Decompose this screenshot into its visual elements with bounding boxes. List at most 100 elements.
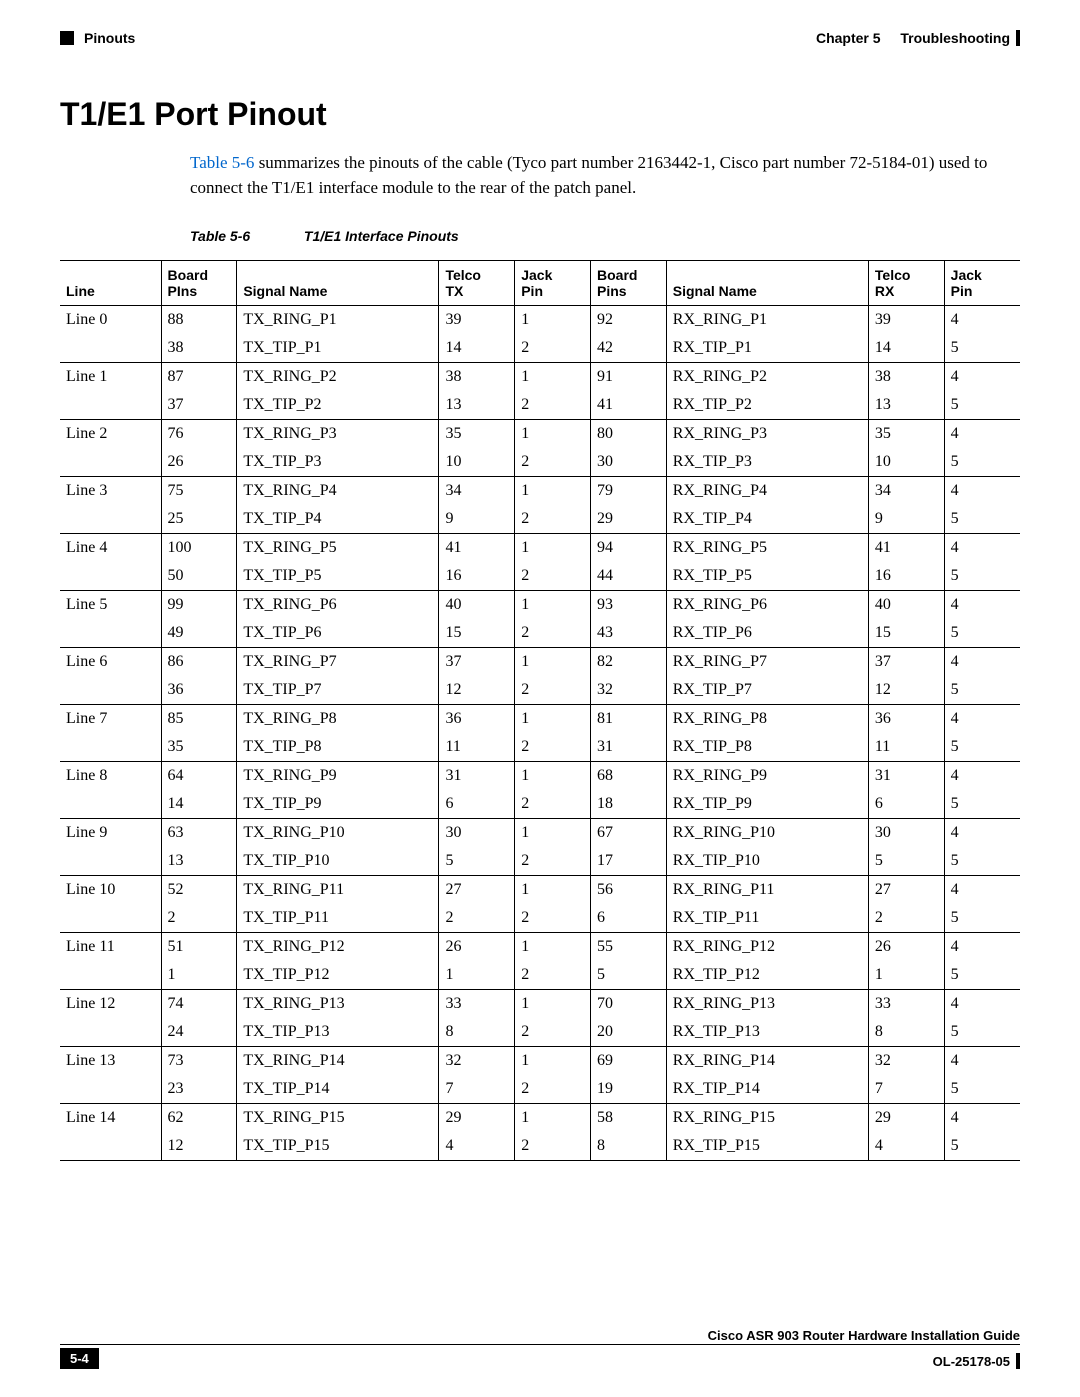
table-row: 50TX_TIP_P516244RX_TIP_P5165 (60, 562, 1020, 591)
table-cell: TX_RING_P4 (237, 477, 439, 506)
table-cell: 62 (161, 1104, 237, 1133)
table-row: 12TX_TIP_P15428RX_TIP_P1545 (60, 1132, 1020, 1161)
table-row: 23TX_TIP_P147219RX_TIP_P1475 (60, 1075, 1020, 1104)
table-cell: 5 (944, 676, 1020, 705)
column-header: JackPin (515, 261, 591, 306)
table-cell: 8 (439, 1018, 515, 1047)
table-cell: Line 4 (60, 534, 161, 563)
table-cell: RX_RING_P3 (666, 420, 868, 449)
table-cell: 1 (515, 705, 591, 734)
table-cell: 99 (161, 591, 237, 620)
table-cell: TX_RING_P10 (237, 819, 439, 848)
table-cell: 33 (868, 990, 944, 1019)
table-cell: 44 (591, 562, 667, 591)
table-cell: 4 (944, 591, 1020, 620)
table-cell: TX_TIP_P2 (237, 391, 439, 420)
table-cell: RX_RING_P5 (666, 534, 868, 563)
column-header: JackPin (944, 261, 1020, 306)
table-cell: 7 (868, 1075, 944, 1104)
table-caption: Table 5-6 T1/E1 Interface Pinouts (60, 228, 1020, 244)
table-row: Line 1274TX_RING_P1333170RX_RING_P13334 (60, 990, 1020, 1019)
table-cell: 30 (439, 819, 515, 848)
table-cell: 8 (868, 1018, 944, 1047)
table-cell: 10 (439, 448, 515, 477)
table-cell: 2 (515, 904, 591, 933)
table-cell: TX_TIP_P14 (237, 1075, 439, 1104)
chapter-label: Chapter 5 (816, 30, 881, 46)
table-cell: TX_RING_P3 (237, 420, 439, 449)
table-cell: 39 (439, 306, 515, 335)
table-cell: 56 (591, 876, 667, 905)
table-cell (60, 619, 161, 648)
chapter-title: Troubleshooting (900, 30, 1010, 46)
table-cell (60, 448, 161, 477)
table-cell: Line 0 (60, 306, 161, 335)
table-cell: 5 (944, 1075, 1020, 1104)
table-cell: 43 (591, 619, 667, 648)
table-cell: 2 (439, 904, 515, 933)
table-cell: TX_TIP_P15 (237, 1132, 439, 1161)
table-cell: 4 (944, 648, 1020, 677)
table-cell: 38 (868, 363, 944, 392)
table-cell: 25 (161, 505, 237, 534)
table-cell: TX_RING_P8 (237, 705, 439, 734)
table-row: Line 4100TX_RING_P541194RX_RING_P5414 (60, 534, 1020, 563)
table-cell: 5 (944, 562, 1020, 591)
table-row: Line 276TX_RING_P335180RX_RING_P3354 (60, 420, 1020, 449)
table-cell: RX_RING_P14 (666, 1047, 868, 1076)
header-row: LineBoardPInsSignal NameTelcoTXJackPinBo… (60, 261, 1020, 306)
table-cell: 75 (161, 477, 237, 506)
table-cell: RX_RING_P7 (666, 648, 868, 677)
table-cell: 15 (439, 619, 515, 648)
table-cell: RX_RING_P8 (666, 705, 868, 734)
table-row: Line 187TX_RING_P238191RX_RING_P2384 (60, 363, 1020, 392)
table-cell: 2 (515, 1018, 591, 1047)
table-cell: 27 (439, 876, 515, 905)
table-cell: 79 (591, 477, 667, 506)
table-row: 14TX_TIP_P96218RX_TIP_P965 (60, 790, 1020, 819)
table-cell: 40 (439, 591, 515, 620)
table-cell: 5 (944, 505, 1020, 534)
table-cell: 39 (868, 306, 944, 335)
table-cell: 2 (515, 505, 591, 534)
table-cell: 35 (439, 420, 515, 449)
table-cell: Line 11 (60, 933, 161, 962)
table-row: Line 599TX_RING_P640193RX_RING_P6404 (60, 591, 1020, 620)
table-cell: 15 (868, 619, 944, 648)
table-cell: 5 (944, 847, 1020, 876)
table-cell: TX_RING_P7 (237, 648, 439, 677)
table-cell: 14 (161, 790, 237, 819)
table-cell: 2 (515, 790, 591, 819)
table-cell: 37 (868, 648, 944, 677)
table-cell: RX_RING_P9 (666, 762, 868, 791)
table-cell: RX_RING_P2 (666, 363, 868, 392)
table-cell: 23 (161, 1075, 237, 1104)
table-cell: 32 (591, 676, 667, 705)
table-cell: 27 (868, 876, 944, 905)
table-cell: 1 (515, 420, 591, 449)
table-cell: 4 (439, 1132, 515, 1161)
table-cell: 4 (944, 990, 1020, 1019)
table-cell: 1 (515, 477, 591, 506)
table-row: 37TX_TIP_P213241RX_TIP_P2135 (60, 391, 1020, 420)
table-cell: RX_TIP_P10 (666, 847, 868, 876)
table-reference-link[interactable]: Table 5-6 (190, 153, 254, 172)
table-cell: Line 7 (60, 705, 161, 734)
table-row: Line 686TX_RING_P737182RX_RING_P7374 (60, 648, 1020, 677)
table-cell: 64 (161, 762, 237, 791)
table-cell: 5 (944, 334, 1020, 363)
table-cell: 2 (515, 676, 591, 705)
header-right: Chapter 5 Troubleshooting (816, 30, 1020, 46)
table-cell: 5 (944, 619, 1020, 648)
table-cell: 4 (868, 1132, 944, 1161)
table-cell: TX_RING_P2 (237, 363, 439, 392)
table-cell: 5 (439, 847, 515, 876)
table-cell: Line 12 (60, 990, 161, 1019)
table-cell: 17 (591, 847, 667, 876)
table-cell: 5 (944, 1132, 1020, 1161)
table-cell: 31 (439, 762, 515, 791)
table-cell: 2 (515, 448, 591, 477)
table-cell (60, 391, 161, 420)
page-number-badge: 5-4 (60, 1348, 99, 1369)
table-cell: 4 (944, 876, 1020, 905)
